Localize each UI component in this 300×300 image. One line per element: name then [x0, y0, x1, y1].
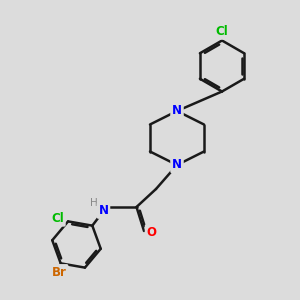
- Text: O: O: [146, 226, 157, 239]
- Text: N: N: [172, 158, 182, 172]
- Text: Br: Br: [52, 266, 67, 279]
- Text: N: N: [172, 104, 182, 118]
- Text: H: H: [90, 198, 98, 208]
- Text: N: N: [98, 204, 109, 217]
- Text: Cl: Cl: [216, 25, 228, 38]
- Text: Cl: Cl: [51, 212, 64, 225]
